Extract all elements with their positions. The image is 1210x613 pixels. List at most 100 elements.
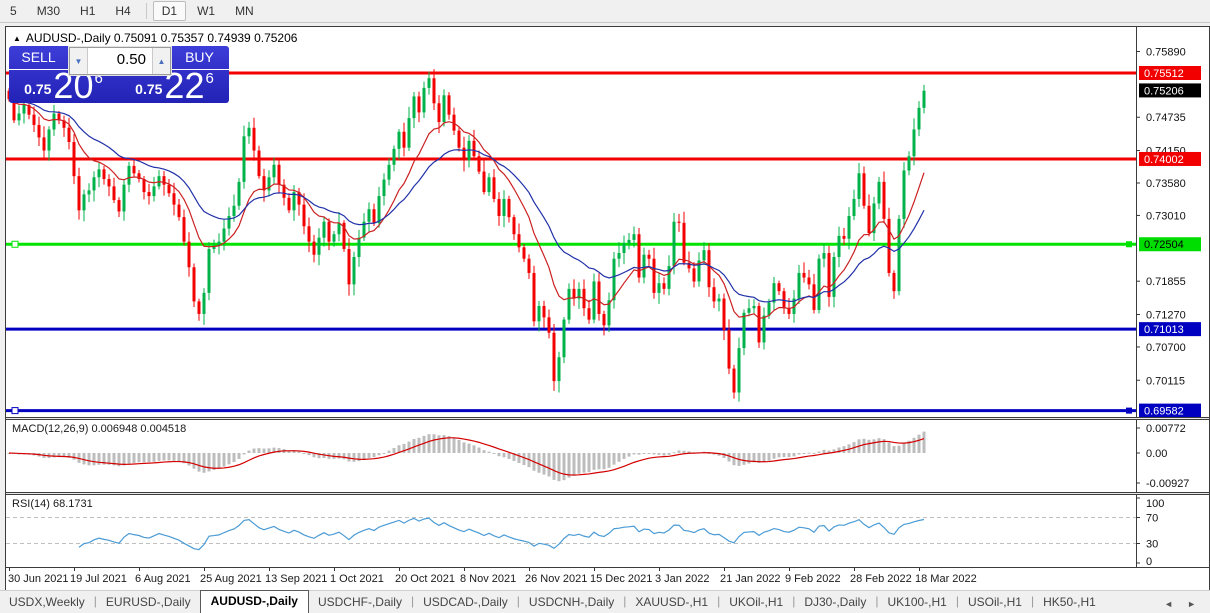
volume-decrease-button[interactable]: ▼ bbox=[70, 48, 88, 74]
rsi-axis-tick: 70 bbox=[1146, 513, 1158, 525]
tab-scroll-left-icon[interactable]: ◄ bbox=[1164, 599, 1174, 609]
time-axis-tick bbox=[399, 568, 400, 571]
candlestick-series bbox=[7, 69, 926, 402]
macd-label: MACD(12,26,9) 0.006948 0.004518 bbox=[12, 423, 187, 435]
one-click-trade-panel: SELL BUY ▼ 0.50 ▲ 0.75 20 6 0.75 22 6 bbox=[9, 46, 229, 106]
tab-separator: | bbox=[623, 594, 627, 608]
main-chart-canvas[interactable]: 0.758900.747350.741500.735800.730100.718… bbox=[6, 27, 1209, 417]
sell-button[interactable]: SELL bbox=[9, 46, 68, 70]
time-axis-label: 30 Jun 2021 bbox=[8, 573, 69, 585]
horizontal-line-0.72504[interactable] bbox=[6, 240, 1136, 248]
chart-tab-usdcad-daily[interactable]: USDCAD-,Daily bbox=[423, 595, 508, 609]
rsi-axis-tick: 0 bbox=[1146, 556, 1152, 567]
time-axis-tick bbox=[139, 568, 140, 571]
time-axis-label: 18 Mar 2022 bbox=[915, 573, 977, 585]
volume-input[interactable]: 0.50 bbox=[88, 48, 152, 74]
timeframe-button-mn[interactable]: MN bbox=[235, 4, 254, 18]
price-label-0.69582: 0.69582 bbox=[1139, 403, 1201, 417]
volume-spinner: ▼ 0.50 ▲ bbox=[69, 47, 171, 75]
price-label-0.75206: 0.75206 bbox=[1139, 83, 1201, 98]
pane-splitter[interactable] bbox=[6, 417, 1209, 420]
macd-histogram bbox=[7, 431, 926, 482]
rsi-canvas[interactable]: 100 70 30 0 bbox=[6, 495, 1209, 567]
rsi-axis-tick: 30 bbox=[1146, 539, 1158, 551]
time-axis-label: 13 Sep 2021 bbox=[265, 573, 328, 585]
time-axis-label: 26 Nov 2021 bbox=[525, 573, 588, 585]
chart-tab-ukoil-h1[interactable]: UKOil-,H1 bbox=[729, 595, 784, 609]
sell-price-prefix: 0.75 bbox=[24, 81, 52, 97]
buy-price-big: 22 bbox=[164, 65, 205, 106]
macd-signal-line bbox=[8, 437, 925, 476]
price-axis-tick: 0.71855 bbox=[1146, 276, 1186, 288]
ma-slow-line bbox=[8, 98, 925, 303]
svg-text:0.74002: 0.74002 bbox=[1144, 154, 1184, 166]
line-handle[interactable] bbox=[1126, 407, 1132, 414]
time-axis-tick bbox=[724, 568, 725, 571]
svg-text:0.72504: 0.72504 bbox=[1144, 239, 1184, 251]
tab-scroll-right-icon[interactable]: ► bbox=[1187, 599, 1196, 609]
chart-tab-hk50-h1[interactable]: HK50-,H1 bbox=[1043, 595, 1096, 609]
time-axis[interactable]: 30 Jun 2021 19 Jul 2021 6 Aug 2021 25 Aug 2… bbox=[6, 567, 1209, 590]
price-axis-tick: 0.70115 bbox=[1146, 375, 1185, 387]
tab-separator: | bbox=[955, 594, 959, 608]
macd-axis-tick: -0.00927 bbox=[1146, 478, 1189, 490]
price-label-0.72504: 0.72504 bbox=[1139, 237, 1201, 252]
rsi-line bbox=[78, 517, 925, 551]
timeframe-button-h4[interactable]: H4 bbox=[115, 4, 131, 18]
timeframe-toolbar: 5 M30 H1 H4 D1 W1 MN bbox=[0, 0, 1210, 23]
timeframe-button-m30[interactable]: M30 bbox=[36, 4, 61, 18]
collapse-arrow-icon[interactable]: ▲ bbox=[13, 33, 21, 43]
chart-tab-usdcnh-daily[interactable]: USDCNH-,Daily bbox=[528, 595, 615, 609]
timeframe-button-w1[interactable]: W1 bbox=[197, 4, 216, 18]
horizontal-line-0.69582[interactable] bbox=[6, 407, 1136, 415]
time-axis-label: 9 Feb 2022 bbox=[785, 573, 841, 585]
tab-separator: | bbox=[410, 594, 415, 608]
sell-price-sup: 6 bbox=[94, 70, 103, 87]
chart-tab-usoil-h1[interactable]: USOil-,H1 bbox=[967, 595, 1022, 609]
volume-increase-button[interactable]: ▲ bbox=[152, 48, 170, 74]
ma-fast-line bbox=[8, 98, 925, 319]
chart-tab-audusd-daily[interactable]: AUDUSD-,Daily bbox=[199, 590, 309, 613]
time-axis-tick bbox=[334, 568, 335, 571]
sell-price-big: 20 bbox=[53, 65, 94, 106]
chart-tab-uk100-h1[interactable]: UK100-,H1 bbox=[887, 595, 947, 609]
macd-pane: 0.00772 0.00 -0.00927 MACD(12,26,9) 0.0069… bbox=[6, 420, 1209, 492]
chart-tab-dj30-daily[interactable]: DJ30-,Daily bbox=[804, 595, 867, 609]
price-axis-tick: 0.74735 bbox=[1146, 112, 1186, 124]
chart-tab-usdx-weekly[interactable]: USDX,Weekly bbox=[9, 595, 85, 609]
chart-tab-bar: USDX,Weekly | EURUSD-,Daily AUDUSD-,Daily US… bbox=[0, 590, 1210, 613]
tab-separator: | bbox=[1030, 594, 1035, 608]
line-handle[interactable] bbox=[11, 407, 19, 415]
time-axis-label: 20 Oct 2021 bbox=[395, 573, 455, 585]
tab-separator: | bbox=[792, 594, 796, 608]
chart-tab-usdchf-daily[interactable]: USDCHF-,Daily bbox=[317, 595, 402, 609]
price-label-0.74002: 0.74002 bbox=[1139, 151, 1201, 166]
time-axis-label: 3 Jan 2022 bbox=[655, 573, 710, 585]
line-handle[interactable] bbox=[1126, 241, 1132, 248]
timeframe-button-h1[interactable]: H1 bbox=[80, 4, 96, 18]
svg-text:0.69582: 0.69582 bbox=[1144, 406, 1184, 417]
chart-tab-eurusd-daily[interactable]: EURUSD-,Daily bbox=[105, 595, 191, 609]
timeframe-button-5[interactable]: 5 bbox=[10, 4, 17, 18]
buy-price-display[interactable]: 0.75 22 6 bbox=[120, 65, 229, 106]
macd-canvas[interactable]: 0.00772 0.00 -0.00927 bbox=[6, 420, 1209, 492]
rsi-label: RSI(14) 68.1731 bbox=[12, 498, 93, 510]
timeframe-button-d1[interactable]: D1 bbox=[152, 1, 187, 21]
chart-tab-xauusd-h1[interactable]: XAUUSD-,H1 bbox=[635, 595, 709, 609]
time-axis-tick bbox=[529, 568, 530, 571]
line-handle[interactable] bbox=[11, 240, 19, 248]
time-axis-label: 19 Jul 2021 bbox=[70, 573, 127, 585]
main-price-pane: 0.75890 0.74735 0.74150 0.73580 0.73010 0.718… bbox=[6, 27, 1209, 417]
time-axis-label: 28 Feb 2022 bbox=[850, 573, 912, 585]
time-axis-label: 15 Dec 2021 bbox=[590, 573, 653, 585]
pane-splitter[interactable] bbox=[6, 492, 1209, 495]
time-axis-tick bbox=[854, 568, 855, 571]
toolbar-separator bbox=[145, 3, 147, 19]
price-label-0.71013: 0.71013 bbox=[1139, 322, 1201, 337]
time-axis-tick bbox=[659, 568, 660, 571]
price-axis-tick: 0.70700 bbox=[1146, 342, 1186, 354]
time-axis-tick bbox=[789, 568, 790, 571]
rsi-pane: 100 70 30 0 RSI(14) 68.1731 bbox=[6, 495, 1209, 567]
buy-button[interactable]: BUY bbox=[170, 46, 229, 70]
svg-text:0.75512: 0.75512 bbox=[1144, 68, 1184, 80]
